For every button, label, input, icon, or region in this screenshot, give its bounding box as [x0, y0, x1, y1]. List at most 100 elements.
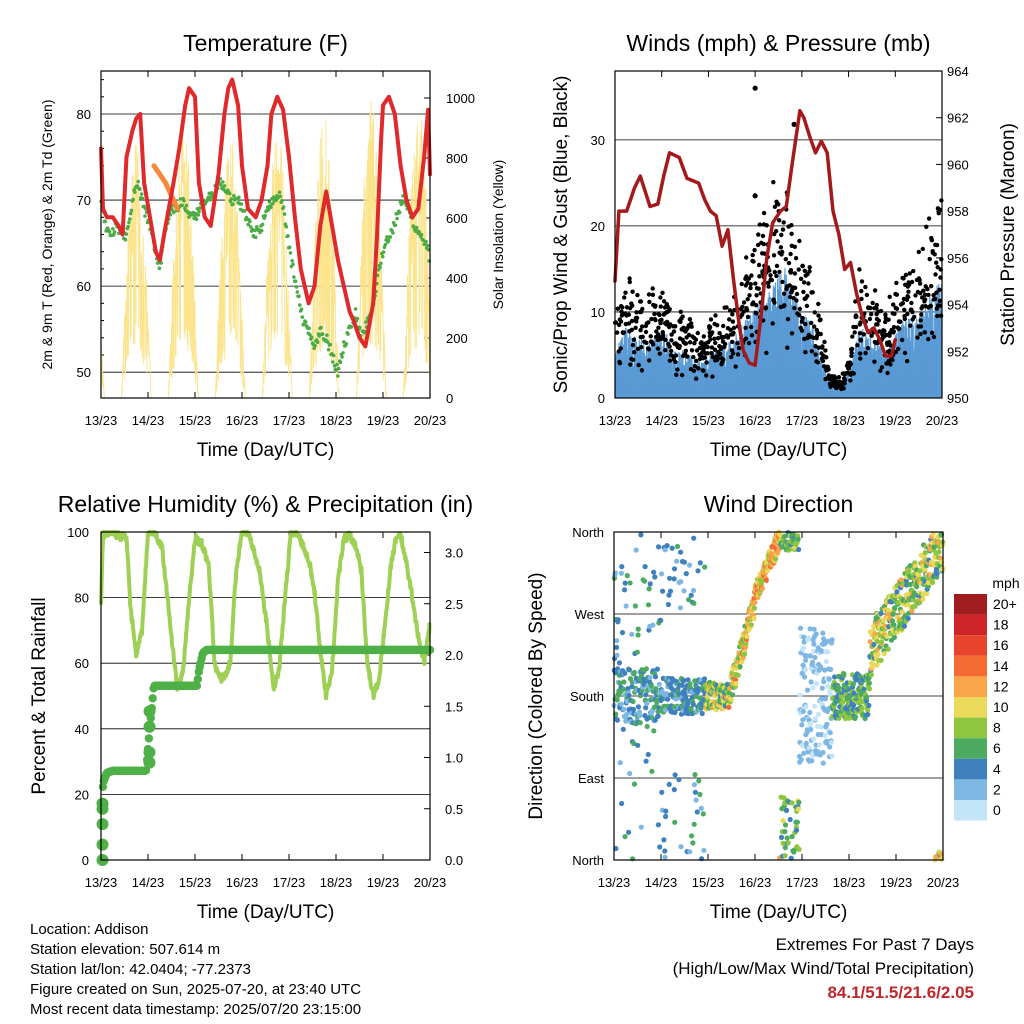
dewpoint-point — [172, 210, 176, 215]
gust-point — [776, 202, 781, 207]
dewpoint-point — [139, 192, 144, 196]
direction-point — [878, 657, 884, 663]
gust-point — [913, 293, 918, 298]
dewpoint-point — [303, 320, 308, 324]
gust-point — [772, 300, 777, 305]
direction-point — [811, 626, 817, 632]
gust-point — [635, 292, 640, 298]
gust-point — [861, 332, 866, 337]
direction-series — [611, 529, 946, 863]
gust-point — [782, 303, 787, 308]
direction-point — [696, 778, 702, 784]
gust-point — [735, 341, 740, 346]
gust-point — [937, 207, 942, 212]
gust-point — [689, 348, 695, 353]
x-tick-label: 16/23 — [226, 875, 259, 890]
x-axis-label: Time (Day/UTC) — [710, 440, 848, 461]
gust-point — [744, 255, 749, 260]
precip-point — [193, 675, 202, 684]
direction-point — [622, 580, 628, 586]
gust-point — [935, 313, 940, 319]
direction-point — [681, 677, 687, 684]
gust-point — [757, 274, 762, 279]
gust-point — [816, 301, 821, 307]
gust-point — [777, 269, 782, 275]
dewpoint-point — [331, 360, 335, 364]
gust-point — [937, 287, 942, 292]
direction-point — [796, 799, 802, 805]
gust-point — [749, 333, 755, 338]
direction-point — [812, 703, 818, 709]
direction-point — [619, 800, 625, 807]
direction-point — [818, 724, 824, 730]
direction-point — [635, 626, 641, 632]
y-tick-label: 60 — [75, 656, 89, 671]
gust-point — [673, 359, 678, 365]
direction-point — [698, 805, 704, 812]
direction-point — [644, 700, 650, 707]
y-tick-label: 10 — [591, 305, 605, 320]
gust-point — [761, 210, 767, 216]
direction-point — [777, 532, 783, 538]
direction-point — [878, 610, 884, 617]
x-tick-label: 15/23 — [692, 875, 725, 890]
y-right-tick-label: 1.0 — [445, 751, 463, 766]
gust-point — [660, 290, 665, 295]
direction-point — [799, 743, 805, 749]
gust-point — [618, 319, 624, 324]
gust-point — [756, 286, 761, 291]
direction-point — [652, 574, 658, 580]
gust-point — [763, 305, 769, 310]
direction-point — [624, 698, 630, 705]
gust-point — [691, 368, 697, 373]
gust-point — [780, 249, 785, 255]
direction-point — [827, 730, 833, 736]
gust-point — [656, 325, 661, 330]
dewpoint-point — [326, 347, 331, 352]
x-tick-label: 13/23 — [85, 875, 118, 890]
direction-point — [865, 707, 871, 713]
y-tick-label: South — [570, 689, 604, 704]
direction-point — [782, 845, 788, 851]
y-right-tick-label: 600 — [446, 211, 468, 226]
gust-point — [863, 350, 868, 356]
gust-point — [816, 345, 821, 350]
gust-point — [805, 293, 810, 299]
gust-point — [643, 329, 649, 335]
gust-point — [667, 344, 672, 349]
gust-point — [753, 303, 759, 308]
direction-point — [616, 660, 623, 666]
direction-point — [781, 533, 788, 540]
direction-point — [798, 757, 804, 763]
gust-point — [712, 336, 717, 341]
direction-point — [700, 811, 706, 817]
dewpoint-point — [386, 238, 391, 243]
dewpoint-point — [180, 203, 184, 208]
gust-point — [633, 325, 638, 330]
gust-point — [674, 372, 679, 377]
gust-point — [864, 292, 870, 298]
gust-point — [728, 327, 733, 332]
gust-point — [663, 348, 668, 353]
direction-point — [881, 651, 887, 657]
x-tick-label: 19/23 — [879, 413, 912, 428]
gust-point — [933, 272, 938, 277]
direction-point — [691, 600, 697, 606]
gust-point — [842, 381, 847, 386]
direction-point — [797, 625, 804, 631]
direction-point — [778, 834, 785, 841]
gust-point — [929, 238, 935, 243]
direction-point — [643, 705, 649, 711]
direction-point — [614, 697, 620, 703]
gust-point — [816, 313, 821, 318]
direction-point — [789, 834, 795, 840]
gust-point — [818, 317, 823, 322]
dewpoint-point — [291, 262, 295, 267]
gust-point — [659, 317, 664, 322]
direction-point — [692, 789, 699, 795]
dewpoint-point — [266, 208, 271, 212]
temp-2m-series — [99, 77, 432, 349]
x-tick-label: 19/23 — [367, 875, 400, 890]
gust-point — [623, 290, 628, 295]
direction-point — [666, 592, 672, 598]
